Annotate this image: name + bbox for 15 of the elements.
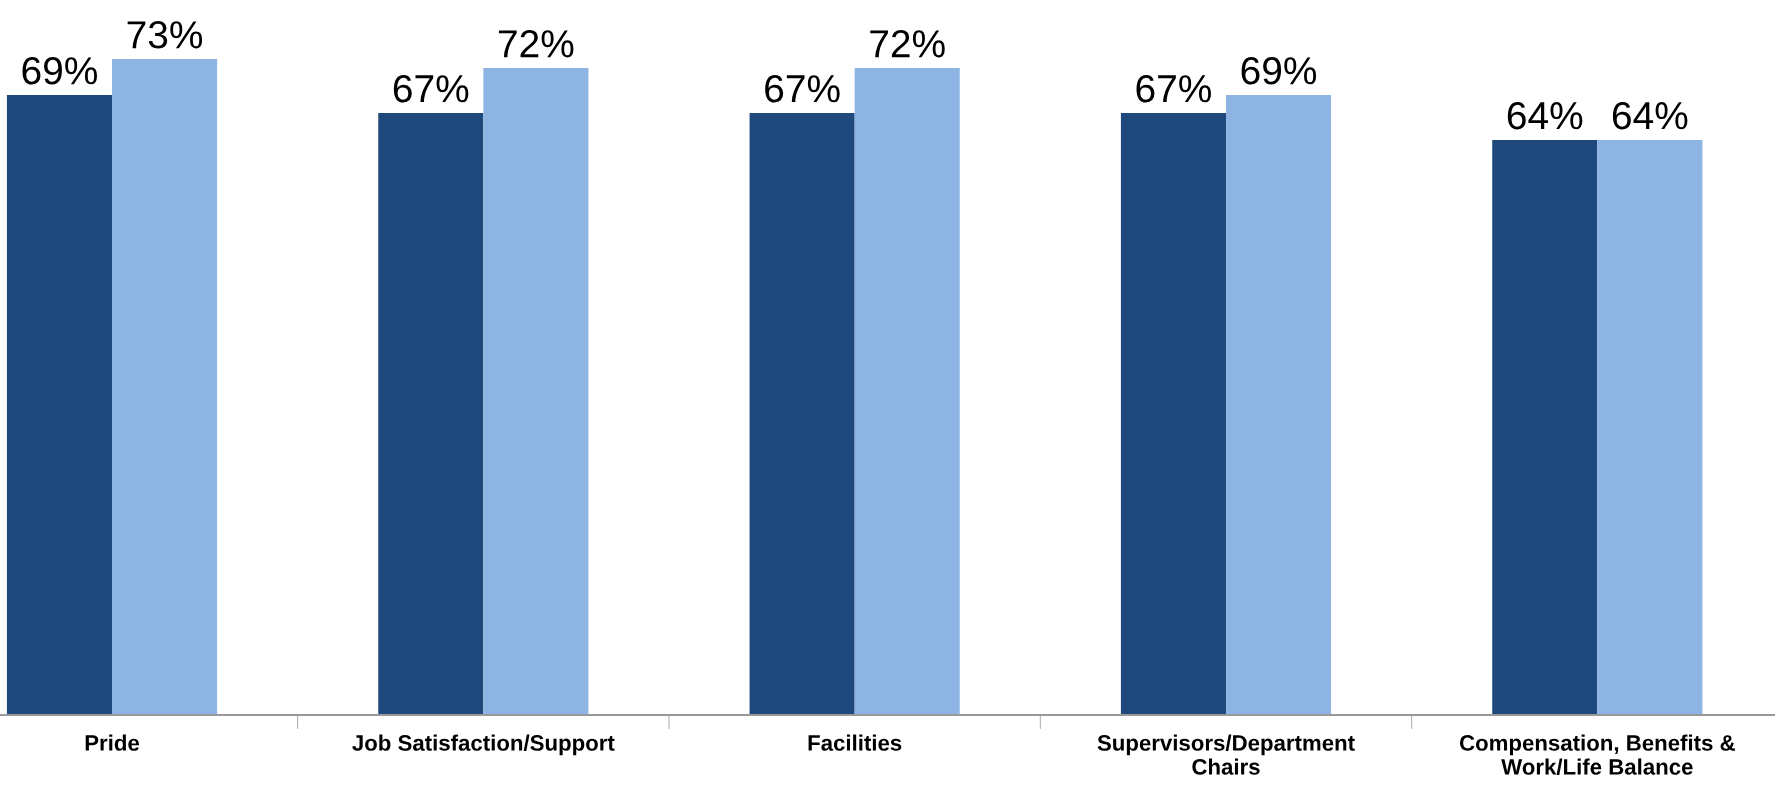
data-label: 64%	[1612, 101, 1688, 130]
data-label: 67%	[765, 74, 840, 103]
x-tick-label: Facilities	[808, 734, 902, 751]
data-label: 72%	[498, 30, 574, 58]
x-tick-label: Compensation, Benefits & Work/Life Balance	[1459, 734, 1735, 775]
x-tick-label: Supervisors/Department Chairs	[1097, 734, 1355, 775]
data-label: 72%	[870, 30, 945, 58]
data-label: 67%	[393, 74, 469, 103]
data-label: 67%	[1136, 74, 1211, 103]
data-label: 73%	[127, 21, 203, 49]
data-label: 69%	[1241, 56, 1317, 85]
data-label: 64%	[1507, 101, 1583, 130]
x-tick-label: Job Satisfaction/Support	[352, 734, 615, 756]
data-label: 69%	[22, 56, 97, 85]
x-tick-label: Pride	[85, 734, 140, 751]
